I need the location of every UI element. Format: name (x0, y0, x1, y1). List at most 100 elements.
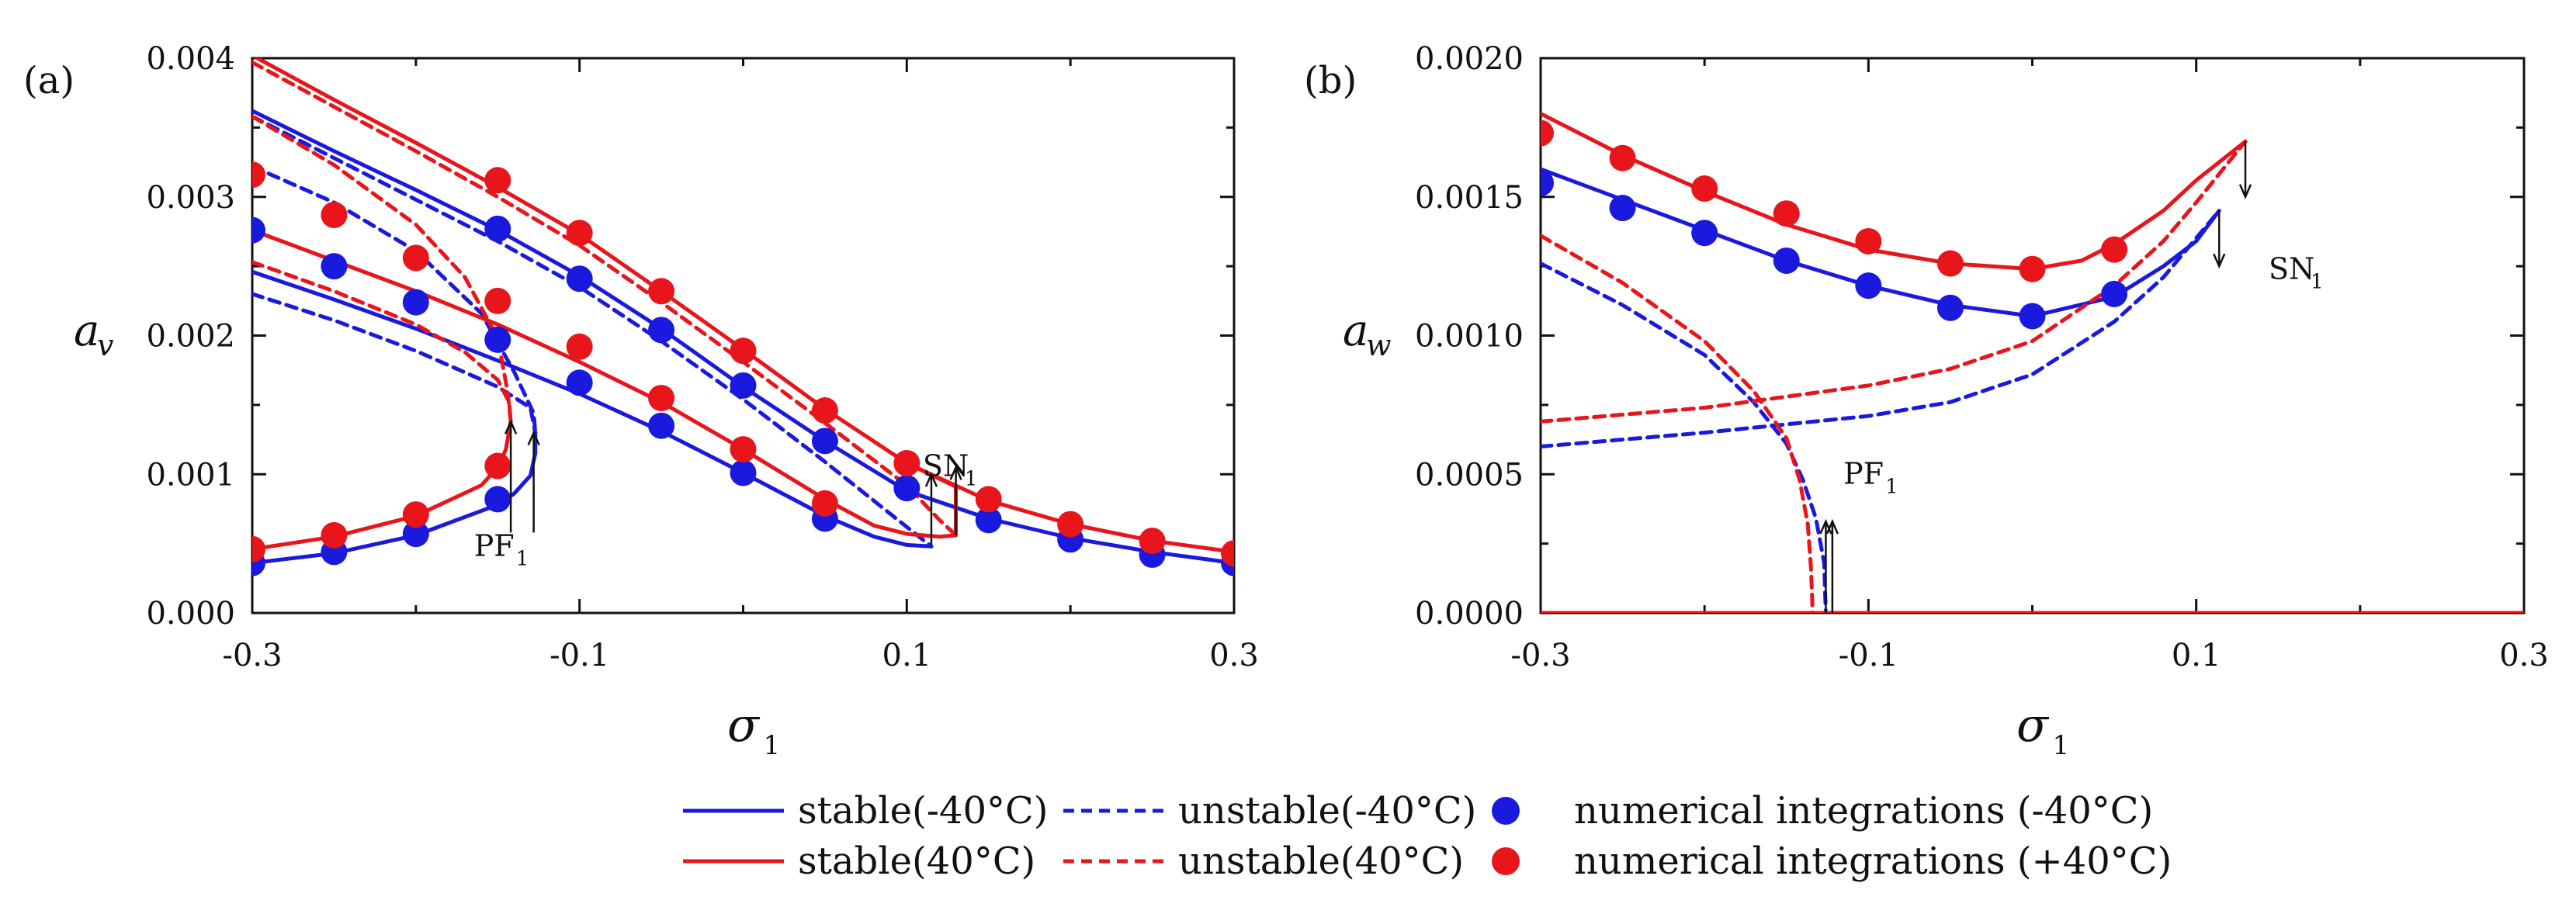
y-axis-label-sub: v (97, 328, 114, 362)
plot-area (1541, 112, 2524, 613)
numerical-point (321, 201, 348, 228)
stable-series-line (1541, 112, 2248, 272)
numerical-point (1609, 144, 1636, 171)
y-tick-label: 0.003 (146, 180, 235, 216)
numerical-point (648, 278, 675, 305)
numerical-point (1691, 220, 1718, 247)
panel-label: (a) (23, 59, 75, 102)
annotation-arrow-head (504, 419, 518, 434)
numerical-point (566, 265, 593, 293)
numerical-point (648, 317, 675, 344)
plot-area (252, 58, 1234, 576)
annotation-arrow-head (1825, 518, 1839, 535)
numerical-point (402, 521, 429, 548)
y-tick-label: 0.004 (146, 41, 235, 77)
numerical-point (402, 244, 429, 272)
annotation-label-sub: 1 (2311, 271, 2324, 294)
numerical-point (1057, 511, 1084, 538)
numerical-point (1773, 200, 1800, 227)
stable-series-line (252, 419, 513, 552)
numerical-point (484, 215, 511, 242)
x-tick-label: -0.1 (550, 638, 609, 673)
numerical-point (648, 412, 675, 439)
numerical-point (1773, 247, 1800, 274)
x-tick-label: -0.3 (1510, 638, 1570, 673)
y-tick-label: 0.0010 (1415, 319, 1524, 355)
numerical-point (566, 220, 593, 247)
numerical-point (1139, 528, 1166, 555)
numerical-point (648, 384, 675, 411)
y-axis-label: a (74, 306, 99, 356)
numerical-point (975, 486, 1002, 513)
numerical-point (252, 535, 265, 563)
y-axis-label: a (1343, 306, 1368, 356)
numerical-point (1936, 294, 1964, 321)
panel-b-chart: -0.3 -0.1 0.1 0.3 0.0000 0.0005 0.0010 0.0015 0.… (1304, 41, 2549, 761)
annotation-arrow-head (2213, 253, 2226, 269)
annotation-label-sub: 1 (1885, 475, 1898, 498)
annotation-arrow-head (527, 430, 540, 446)
numerical-point (2101, 236, 2128, 263)
numerical-point (1936, 250, 1964, 277)
panel-label: (b) (1304, 59, 1357, 102)
numerical-point (811, 490, 838, 517)
x-axis-label: σ (727, 698, 761, 753)
y-tick-label: 0.000 (146, 596, 235, 632)
numerical-point (566, 333, 593, 360)
x-axis-label-sub: 1 (2053, 730, 2070, 761)
unstable-series-line (1541, 209, 2221, 448)
numerical-point (2019, 303, 2046, 330)
unstable-series-line (252, 114, 934, 549)
x-tick-label: -0.3 (222, 638, 282, 673)
y-axis-label-sub: w (1366, 328, 1392, 362)
numerical-point (484, 452, 511, 479)
numerical-point (1541, 119, 1554, 147)
x-tick-label: 0.1 (882, 638, 932, 673)
y-tick-label: 0.0000 (1415, 596, 1524, 632)
numerical-point (1609, 195, 1636, 222)
y-tick-label: 0.0020 (1415, 41, 1524, 77)
unstable-series-line (1541, 261, 1828, 613)
numerical-point (730, 459, 757, 486)
annotation-label: SN (923, 448, 969, 483)
annotation-label: PF (1843, 456, 1884, 490)
annotation-label-sub: 1 (965, 467, 978, 490)
numerical-point (1541, 169, 1554, 196)
stable-series-line (253, 58, 959, 489)
numerical-point (811, 428, 838, 455)
y-tick-label: 0.001 (146, 457, 235, 493)
numerical-point (811, 397, 838, 424)
numerical-point (975, 507, 1002, 534)
numerical-point (484, 326, 511, 353)
numerical-point (1855, 272, 1882, 299)
numerical-point (2101, 280, 2128, 307)
x-tick-label: -0.1 (1839, 638, 1898, 673)
numerical-point (252, 161, 265, 189)
numerical-point (484, 287, 511, 314)
unstable-series-line (252, 260, 513, 424)
x-tick-label: 0.3 (1209, 638, 1259, 673)
plot-frame (1539, 57, 2526, 614)
unstable-series-line (1541, 234, 1815, 613)
annotation-arrow-head (2238, 184, 2252, 199)
numerical-point (1221, 540, 1234, 567)
x-tick-label: 0.1 (2172, 638, 2221, 673)
x-axis-label: σ (2016, 698, 2050, 753)
panel-a-chart: -0.3 -0.1 0.1 0.3 0.000 0.001 0.002 0.003 0.004 (… (23, 41, 1259, 761)
annotation-arrow-head (949, 465, 962, 480)
y-tick-label: 0.0005 (1415, 457, 1524, 493)
numerical-point (730, 338, 757, 365)
numerical-point (484, 486, 511, 513)
numerical-point (321, 521, 348, 549)
numerical-point (252, 216, 265, 244)
annotation-label: SN (2269, 252, 2314, 286)
numerical-point (1855, 227, 1882, 254)
numerical-point (402, 501, 429, 528)
numerical-point (730, 436, 757, 463)
unstable-series-line (252, 114, 513, 424)
stable-series-line (252, 228, 959, 539)
y-tick-label: 0.0015 (1415, 180, 1524, 216)
numerical-point (1691, 175, 1718, 203)
annotation-label: PF (474, 528, 515, 563)
